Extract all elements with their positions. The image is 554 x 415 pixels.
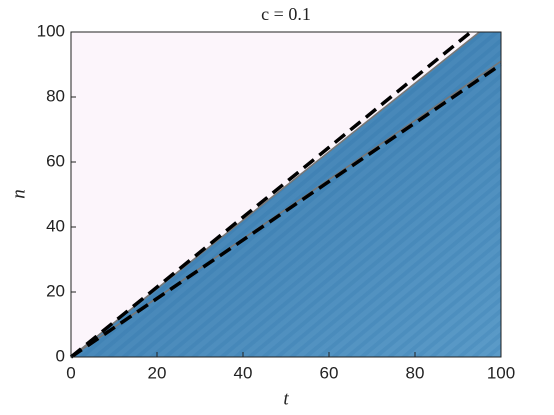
dashed-line — [70, 63, 502, 359]
x-tick-label: 100 — [487, 363, 515, 382]
y-tick-label: 0 — [56, 346, 65, 365]
y-tick-label: 100 — [37, 21, 65, 40]
y-tick-label: 80 — [46, 86, 65, 105]
x-axis-label: t — [283, 388, 289, 409]
x-tick-label: 0 — [66, 363, 75, 382]
y-tick-label: 20 — [46, 281, 65, 300]
y-tick-label: 40 — [46, 216, 65, 235]
y-axis-label: n — [8, 189, 29, 199]
x-tick-label: 80 — [406, 363, 425, 382]
plot-frame — [70, 31, 502, 358]
x-tick-label: 60 — [320, 363, 339, 382]
x-tick-label: 20 — [148, 363, 167, 382]
x-tick-label: 40 — [234, 363, 253, 382]
chart-title: c = 0.1 — [261, 4, 311, 24]
dashed-line — [69, 30, 473, 359]
y-tick-label: 60 — [46, 151, 65, 170]
heatmap-front — [71, 32, 501, 357]
